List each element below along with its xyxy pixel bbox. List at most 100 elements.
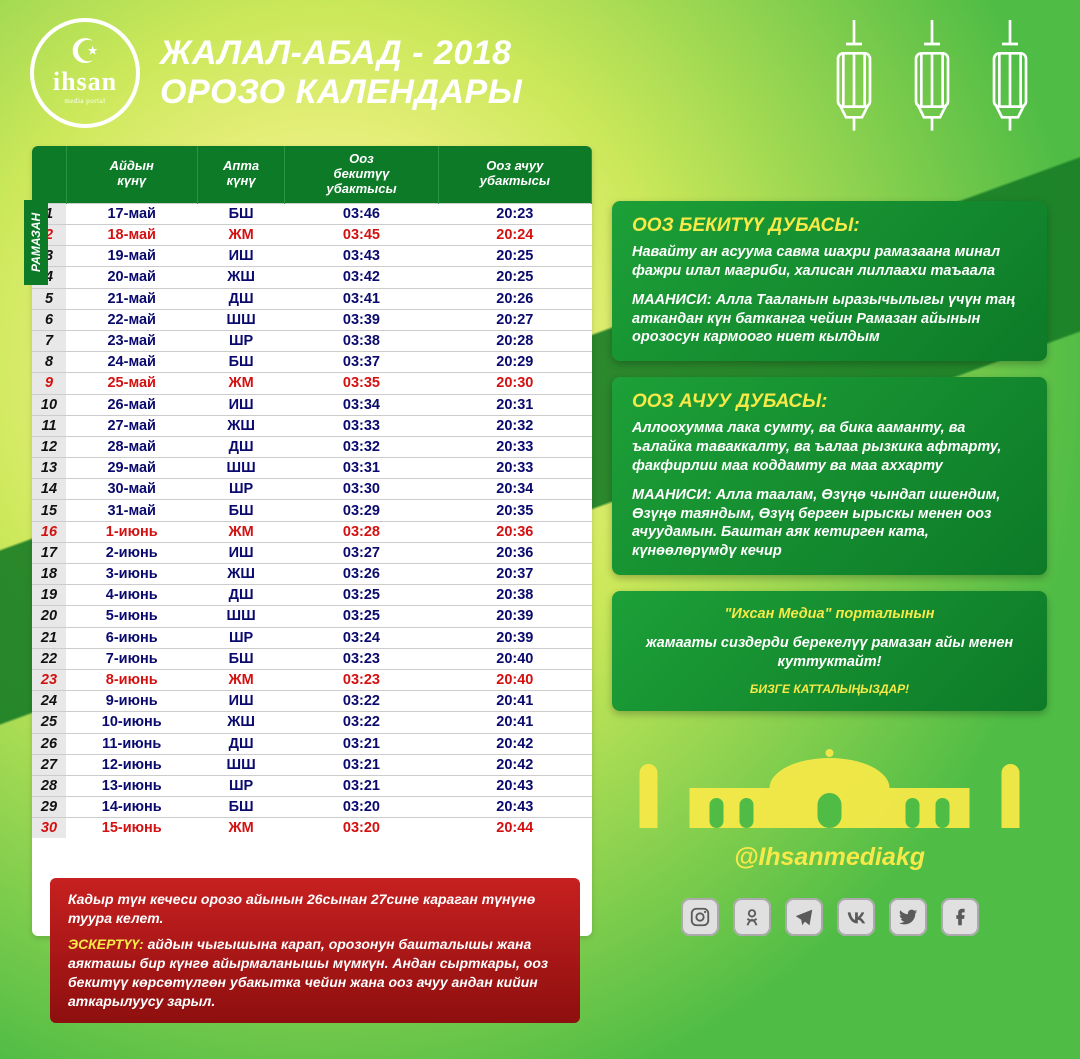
cell-suhoor: 03:21 bbox=[285, 775, 438, 796]
col-iftar: Ооз ачууубактысы bbox=[438, 146, 591, 203]
vk-icon[interactable] bbox=[837, 898, 875, 936]
table-row: 194-июньДШ03:2520:38 bbox=[32, 585, 592, 606]
cell-suhoor: 03:37 bbox=[285, 352, 438, 373]
lantern-icon bbox=[902, 20, 962, 140]
cell-day: БШ bbox=[197, 352, 284, 373]
cell-suhoor: 03:31 bbox=[285, 458, 438, 479]
cell-num: 28 bbox=[32, 775, 66, 796]
table-row: 521-майДШ03:4120:26 bbox=[32, 288, 592, 309]
iftar-dua-panel: ООЗ АЧУУ ДУБАСЫ: Аллоохумма лака сумту, … bbox=[612, 377, 1047, 575]
telegram-icon[interactable] bbox=[785, 898, 823, 936]
cell-num: 26 bbox=[32, 733, 66, 754]
cell-date: 8-июнь bbox=[66, 669, 197, 690]
cell-suhoor: 03:42 bbox=[285, 267, 438, 288]
cell-suhoor: 03:26 bbox=[285, 564, 438, 585]
lantern-icon bbox=[824, 20, 884, 140]
cell-day: ДШ bbox=[197, 436, 284, 457]
cell-suhoor: 03:22 bbox=[285, 712, 438, 733]
cell-iftar: 20:25 bbox=[438, 267, 591, 288]
cell-num: 25 bbox=[32, 712, 66, 733]
social-handle: @Ihsanmediakg bbox=[612, 843, 1047, 872]
mosque-silhouette bbox=[612, 733, 1047, 833]
cell-num: 30 bbox=[32, 818, 66, 839]
cell-date: 12-июнь bbox=[66, 754, 197, 775]
cell-day: ЖМ bbox=[197, 818, 284, 839]
ramazan-tab: РАМАЗАН bbox=[24, 200, 48, 285]
cell-date: 9-июнь bbox=[66, 691, 197, 712]
cell-day: БШ bbox=[197, 797, 284, 818]
cell-date: 31-май bbox=[66, 500, 197, 521]
cell-day: ДШ bbox=[197, 733, 284, 754]
dua-text: Навайту ан асуума савма шахри рамазаана … bbox=[632, 243, 1027, 281]
table-row: 925-майЖМ03:3520:30 bbox=[32, 373, 592, 394]
cell-suhoor: 03:27 bbox=[285, 542, 438, 563]
cell-iftar: 20:40 bbox=[438, 648, 591, 669]
cell-date: 13-июнь bbox=[66, 775, 197, 796]
cell-num: 11 bbox=[32, 415, 66, 436]
cell-iftar: 20:40 bbox=[438, 669, 591, 690]
page-subtitle: ОРОЗО КАЛЕНДАРЫ bbox=[160, 73, 522, 112]
cell-day: БШ bbox=[197, 203, 284, 224]
table-row: 3015-июньЖМ03:2020:44 bbox=[32, 818, 592, 839]
ok-icon[interactable] bbox=[733, 898, 771, 936]
cell-num: 18 bbox=[32, 564, 66, 585]
table-row: 249-июньИШ03:2220:41 bbox=[32, 691, 592, 712]
instagram-icon[interactable] bbox=[681, 898, 719, 936]
cell-iftar: 20:44 bbox=[438, 818, 591, 839]
cell-num: 12 bbox=[32, 436, 66, 457]
cell-suhoor: 03:28 bbox=[285, 521, 438, 542]
cell-iftar: 20:39 bbox=[438, 606, 591, 627]
table-row: 172-июньИШ03:2720:36 bbox=[32, 542, 592, 563]
table-row: 723-майШР03:3820:28 bbox=[32, 330, 592, 351]
cell-day: ШШ bbox=[197, 606, 284, 627]
ihsan-logo: ☪ ihsan media portal bbox=[30, 18, 140, 128]
page-title: ЖАЛАЛ-АБАД - 2018 bbox=[160, 34, 522, 73]
kadyr-note: Кадыр түн кечеси орозо айынын 26сынан 27… bbox=[68, 890, 562, 928]
cell-iftar: 20:38 bbox=[438, 585, 591, 606]
cell-iftar: 20:33 bbox=[438, 458, 591, 479]
logo-main: ihsan bbox=[53, 67, 117, 97]
table-row: 117-майБШ03:4620:23 bbox=[32, 203, 592, 224]
cell-iftar: 20:25 bbox=[438, 246, 591, 267]
cell-day: ШР bbox=[197, 627, 284, 648]
cell-suhoor: 03:25 bbox=[285, 585, 438, 606]
cell-date: 21-май bbox=[66, 288, 197, 309]
cell-date: 25-май bbox=[66, 373, 197, 394]
cell-date: 29-май bbox=[66, 458, 197, 479]
cell-date: 26-май bbox=[66, 394, 197, 415]
cell-day: ШР bbox=[197, 330, 284, 351]
cell-num: 20 bbox=[32, 606, 66, 627]
cell-iftar: 20:41 bbox=[438, 712, 591, 733]
cell-suhoor: 03:23 bbox=[285, 669, 438, 690]
cell-num: 13 bbox=[32, 458, 66, 479]
cell-suhoor: 03:25 bbox=[285, 606, 438, 627]
table-row: 2611-июньДШ03:2120:42 bbox=[32, 733, 592, 754]
cell-num: 21 bbox=[32, 627, 66, 648]
table-row: 2712-июньШШ03:2120:42 bbox=[32, 754, 592, 775]
cell-date: 23-май bbox=[66, 330, 197, 351]
cell-date: 5-июнь bbox=[66, 606, 197, 627]
cell-suhoor: 03:41 bbox=[285, 288, 438, 309]
cell-date: 3-июнь bbox=[66, 564, 197, 585]
cell-iftar: 20:24 bbox=[438, 225, 591, 246]
cell-date: 17-май bbox=[66, 203, 197, 224]
table-row: 1430-майШР03:3020:34 bbox=[32, 479, 592, 500]
table-row: 205-июньШШ03:2520:39 bbox=[32, 606, 592, 627]
table-row: 1026-майИШ03:3420:31 bbox=[32, 394, 592, 415]
cell-day: ШР bbox=[197, 479, 284, 500]
greeting-line: "Ихсан Медиа" порталынын bbox=[632, 605, 1027, 624]
cell-suhoor: 03:20 bbox=[285, 818, 438, 839]
footer-note: Кадыр түн кечеси орозо айынын 26сынан 27… bbox=[50, 878, 580, 1023]
cell-day: ИШ bbox=[197, 542, 284, 563]
cell-date: 14-июнь bbox=[66, 797, 197, 818]
title-block: ЖАЛАЛ-АБАД - 2018 ОРОЗО КАЛЕНДАРЫ bbox=[160, 34, 522, 112]
cell-suhoor: 03:22 bbox=[285, 691, 438, 712]
facebook-icon[interactable] bbox=[941, 898, 979, 936]
cell-iftar: 20:42 bbox=[438, 733, 591, 754]
cell-date: 30-май bbox=[66, 479, 197, 500]
twitter-icon[interactable] bbox=[889, 898, 927, 936]
table-row: 1127-майЖШ03:3320:32 bbox=[32, 415, 592, 436]
panel-title: ООЗ АЧУУ ДУБАСЫ: bbox=[632, 391, 1027, 413]
cell-iftar: 20:23 bbox=[438, 203, 591, 224]
lantern-icon bbox=[980, 20, 1040, 140]
